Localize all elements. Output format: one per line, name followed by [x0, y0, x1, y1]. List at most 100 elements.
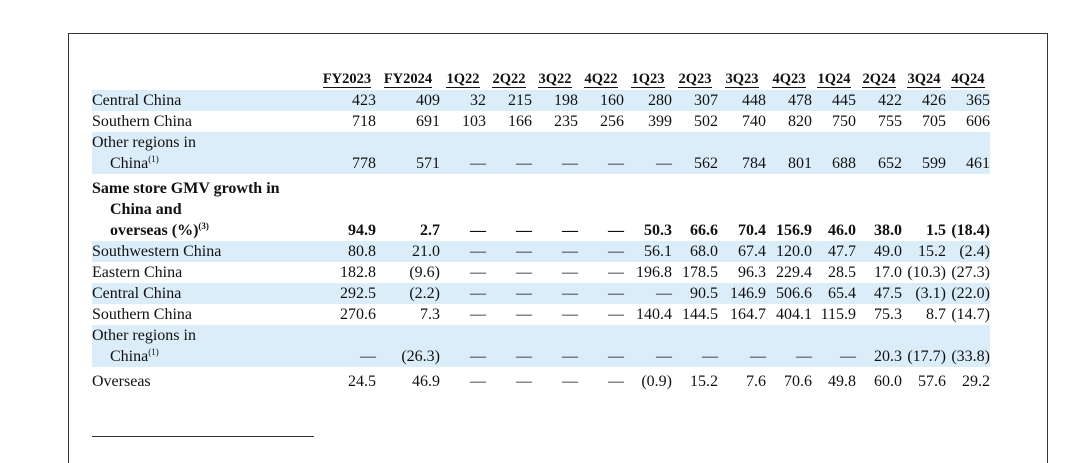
footnote-marker: (1) [148, 347, 159, 357]
col-header: 4Q22 [584, 71, 618, 88]
cell: 750 [832, 113, 856, 130]
footnote-rule [92, 436, 314, 437]
cell: 70.6 [784, 373, 812, 390]
cell: 94.9 [348, 222, 376, 239]
row-label-line: Other regions in [92, 327, 196, 344]
col-header: 3Q24 [907, 71, 941, 88]
cell: — [608, 222, 624, 239]
cell: 784 [718, 132, 766, 174]
cell: 70.4 [738, 222, 766, 239]
cell: — [440, 241, 486, 262]
cell: 32 [440, 90, 486, 111]
cell: 17.0 [874, 264, 902, 281]
section-heading-line: China and [110, 201, 182, 218]
col-header: FY2023 [322, 71, 372, 88]
cell: 215 [486, 90, 532, 111]
cell: 571 [376, 132, 440, 174]
row-label: Central China [92, 283, 318, 304]
cell: 56.1 [624, 241, 672, 262]
cell: (0.9) [641, 373, 672, 390]
cell: 20.3 [856, 325, 902, 367]
cell: — [440, 325, 486, 367]
col-header: 1Q22 [446, 71, 480, 88]
cell: 120.0 [766, 241, 812, 262]
cell: 461 [946, 132, 990, 174]
cell: — [470, 264, 486, 281]
cell: 8.7 [926, 306, 946, 323]
col-header: 2Q22 [492, 71, 526, 88]
cell: 478 [766, 90, 812, 111]
cell: 96.3 [738, 264, 766, 281]
cell: 652 [856, 132, 902, 174]
table-row: Southern China 270.6 7.3 — — — — 140.4 1… [92, 304, 990, 325]
cell: — [718, 325, 766, 367]
section-heading-line: overseas (%) [110, 222, 199, 239]
cell: — [486, 241, 532, 262]
cell: — [486, 283, 532, 304]
cell: 778 [318, 132, 376, 174]
cell: — [516, 222, 532, 239]
cell: — [608, 264, 624, 281]
cell: — [516, 306, 532, 323]
col-header: 1Q24 [817, 71, 851, 88]
cell: — [672, 325, 718, 367]
cell: — [562, 306, 578, 323]
header-blank [92, 68, 318, 90]
cell: — [486, 132, 532, 174]
cell: 2.7 [420, 222, 440, 239]
cell: — [440, 132, 486, 174]
footnote-marker: (1) [148, 154, 159, 164]
cell: — [766, 325, 812, 367]
row-label: Overseas [92, 373, 151, 390]
cell: (2.4) [946, 241, 990, 262]
table-row: Southwestern China 80.8 21.0 — — — — 56.… [92, 241, 990, 262]
cell: 718 [352, 113, 376, 130]
cell: 705 [922, 113, 946, 130]
cell: (27.3) [951, 264, 990, 281]
cell: 292.5 [318, 283, 376, 304]
financial-table: FY2023 FY2024 1Q22 2Q22 3Q22 4Q22 1Q23 2… [92, 68, 990, 392]
cell: 164.7 [730, 306, 766, 323]
cell: 606 [966, 113, 990, 130]
cell: 160 [578, 90, 624, 111]
cell: — [608, 306, 624, 323]
cell: (18.4) [951, 222, 990, 239]
cell: 140.4 [636, 306, 672, 323]
cell: 75.3 [874, 306, 902, 323]
cell: — [624, 132, 672, 174]
cell: — [624, 325, 672, 367]
cell: (2.2) [376, 283, 440, 304]
document-frame [68, 33, 1048, 463]
cell: 426 [902, 90, 946, 111]
row-label: Southwestern China [92, 241, 318, 262]
cell: 90.5 [672, 283, 718, 304]
cell: 801 [766, 132, 812, 174]
cell: — [318, 325, 376, 367]
row-label-line: China [110, 155, 149, 172]
cell: 166 [508, 113, 532, 130]
cell: 38.0 [874, 222, 902, 239]
col-header: 3Q22 [538, 71, 572, 88]
cell: — [532, 132, 578, 174]
cell: 198 [532, 90, 578, 111]
cell: 115.9 [820, 306, 856, 323]
cell: 399 [648, 113, 672, 130]
cell: 80.8 [318, 241, 376, 262]
cell: (26.3) [376, 325, 440, 367]
row-label: Southern China [92, 306, 192, 323]
cell: 820 [788, 113, 812, 130]
row-label: Southern China [92, 113, 192, 130]
cell: — [812, 325, 856, 367]
cell: 280 [624, 90, 672, 111]
cell: 24.5 [348, 373, 376, 390]
row-label-line: China [110, 348, 149, 365]
cell: 50.3 [644, 222, 672, 239]
cell: — [516, 264, 532, 281]
cell: 156.9 [776, 222, 812, 239]
cell: 1.5 [926, 222, 946, 239]
cell: 67.4 [718, 241, 766, 262]
table-row: Eastern China 182.8 (9.6) — — — — 196.8 … [92, 262, 990, 283]
cell: 21.0 [376, 241, 440, 262]
table-row: Central China 423 409 32 215 198 160 280… [92, 90, 990, 111]
cell: 740 [742, 113, 766, 130]
